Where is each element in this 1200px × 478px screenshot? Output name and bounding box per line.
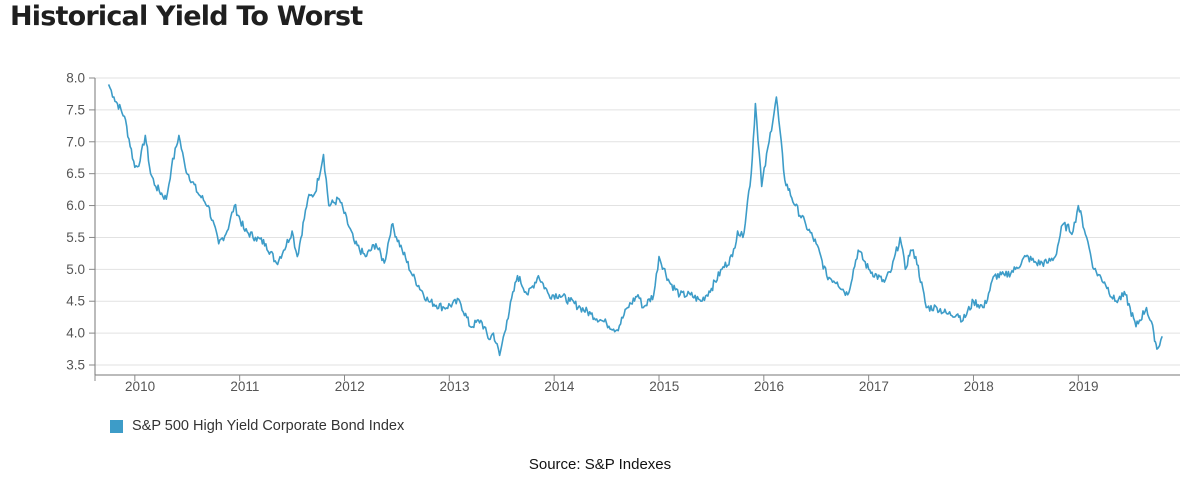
- y-tick-label-8: 7.5: [66, 102, 85, 117]
- y-tick-label-5: 6.0: [66, 198, 85, 213]
- axes: [94, 78, 1180, 376]
- x-tick-label-2018: 2018: [964, 379, 994, 394]
- y-tick-label-0: 3.5: [66, 358, 85, 373]
- legend: S&P 500 High Yield Corporate Bond Index: [110, 418, 404, 434]
- series-line-0: [107, 84, 1163, 357]
- y-axis-ticks: 3.5 4.0 4.5 5.0 5.5 6.0 6.5 7.0 7.5 8.0: [66, 71, 95, 373]
- x-tick-label-2011: 2011: [230, 379, 259, 394]
- gridlines: [95, 77, 1180, 366]
- x-tick-label-2014: 2014: [544, 379, 575, 394]
- x-tick-label-2016: 2016: [754, 379, 784, 394]
- x-tick-label-2015: 2015: [649, 379, 679, 394]
- x-tick-label-2010: 2010: [125, 379, 155, 394]
- x-tick-label-2012: 2012: [335, 379, 365, 394]
- y-tick-label-4: 5.5: [66, 230, 85, 245]
- y-tick-label-9: 8.0: [66, 71, 85, 86]
- y-tick-label-3: 5.0: [66, 262, 85, 277]
- x-tick-label-2017: 2017: [859, 379, 889, 394]
- x-tick-label-2013: 2013: [440, 379, 470, 394]
- legend-label: S&P 500 High Yield Corporate Bond Index: [132, 418, 405, 434]
- chart-title: Historical Yield To Worst: [10, 1, 363, 32]
- y-tick-label-1: 4.0: [66, 326, 85, 341]
- series-layer: [107, 84, 1163, 357]
- x-axis-ticks: 2010 2011 2012 2013 2014 2015 2016 2017 2018 2019: [94, 375, 1099, 394]
- legend-swatch: [110, 419, 123, 433]
- y-tick-label-6: 6.5: [66, 166, 85, 181]
- x-tick-label-2019: 2019: [1069, 379, 1099, 394]
- y-tick-label-7: 7.0: [66, 134, 85, 149]
- y-tick-label-2: 4.5: [66, 294, 85, 309]
- source-note: Source: S&P Indexes: [528, 456, 672, 473]
